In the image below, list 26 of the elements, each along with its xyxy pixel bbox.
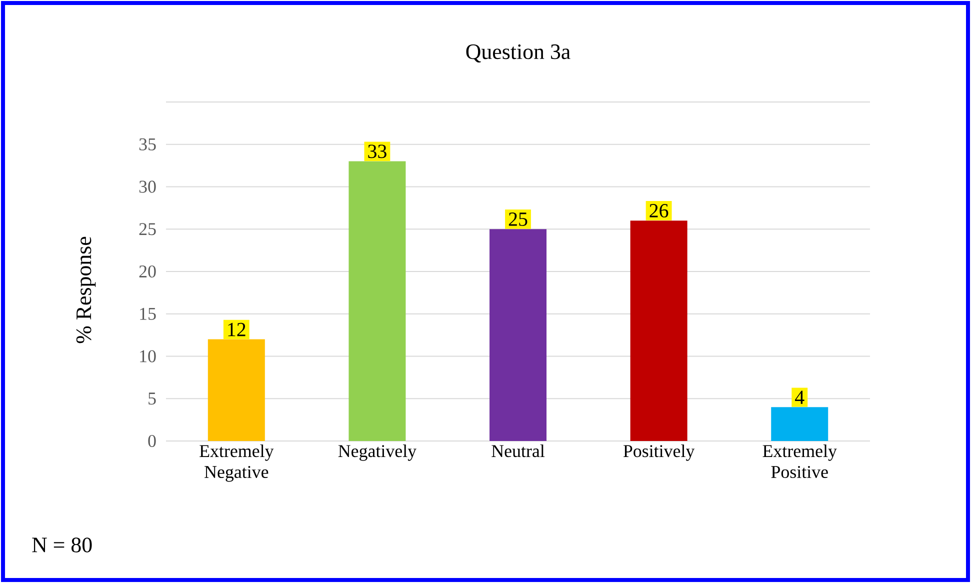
y-tick-label: 30 (139, 180, 156, 193)
x-tick-label: Negatively (338, 444, 416, 461)
bar (771, 407, 828, 441)
x-tick-label: Neutral (492, 444, 545, 458)
y-axis-title: % Response (76, 236, 96, 344)
y-tick-label: 35 (139, 138, 156, 150)
bar (208, 339, 265, 441)
x-tick-label: Extremely Positive (762, 444, 837, 478)
data-label: 33 (368, 144, 386, 158)
y-tick-label: 5 (148, 392, 156, 405)
bar (348, 161, 406, 441)
data-label: 4 (795, 390, 804, 404)
y-tick-label: 20 (139, 265, 156, 278)
y-tick-label: 25 (139, 223, 156, 236)
y-tick-label: 0 (148, 434, 156, 448)
data-label: 25 (508, 212, 528, 226)
bar (630, 220, 688, 441)
chart-title: Question 3a (466, 44, 570, 62)
bar (490, 229, 547, 441)
x-tick-label: Positively (623, 444, 695, 461)
y-tick-label: 10 (140, 350, 156, 362)
data-label: 26 (650, 204, 668, 218)
text: N = 80 (32, 538, 92, 552)
data-label: 12 (228, 322, 246, 336)
x-tick-label: Extremely Negative (200, 444, 274, 482)
y-tick-label: 15 (140, 308, 156, 320)
